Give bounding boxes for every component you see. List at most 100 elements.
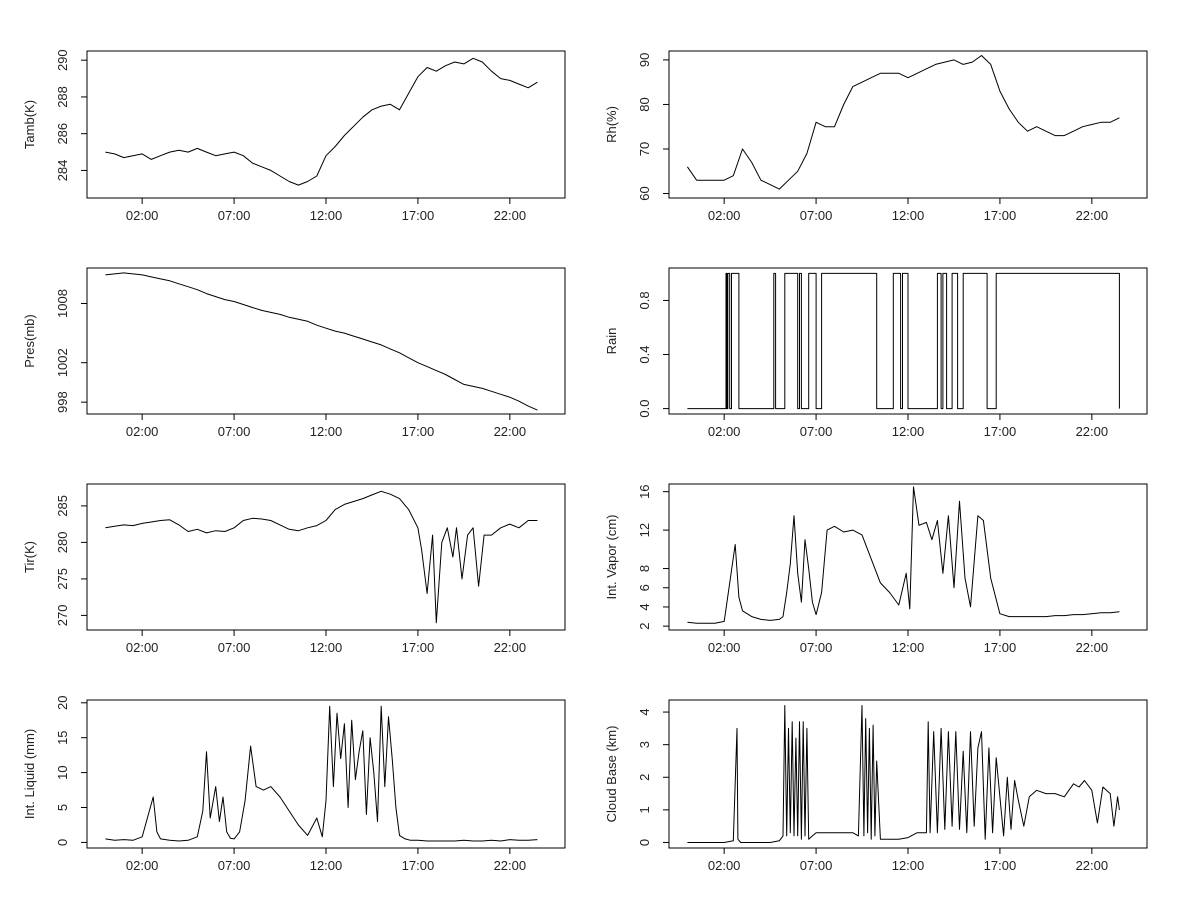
data-point <box>322 836 323 837</box>
data-point <box>861 534 862 535</box>
data-point <box>482 840 483 841</box>
data-point <box>1110 612 1111 613</box>
data-point <box>963 273 964 274</box>
data-point <box>348 807 349 808</box>
data-point <box>852 86 853 87</box>
data-point <box>399 352 400 353</box>
data-point <box>963 64 964 65</box>
y-tick-label: 284 <box>55 160 70 182</box>
data-point <box>307 835 308 836</box>
data-point <box>252 163 253 164</box>
data-point <box>421 549 422 550</box>
data-point <box>353 501 354 502</box>
data-point <box>261 166 262 167</box>
data-point <box>821 592 822 593</box>
data-point <box>792 721 793 722</box>
data-point <box>381 344 382 345</box>
y-tick-label: 0 <box>637 839 652 846</box>
data-point <box>773 273 774 274</box>
data-point <box>307 181 308 182</box>
data-point <box>335 146 336 147</box>
data-point <box>1018 800 1019 801</box>
data-point <box>977 515 978 516</box>
data-point <box>197 529 198 530</box>
data-point <box>399 498 400 499</box>
y-tick-label: 70 <box>637 142 652 156</box>
chart-panel-3: 02:00 07:00 12:00 17:00 22:00 998 1002 1008 Pres… <box>22 267 566 439</box>
data-point <box>151 159 152 160</box>
data-point <box>359 751 360 752</box>
data-point <box>537 82 538 83</box>
data-point <box>917 832 918 833</box>
data-point <box>188 840 189 841</box>
data-point <box>188 531 189 532</box>
data-point <box>298 319 299 320</box>
data-point <box>279 175 280 176</box>
y-tick-label: 998 <box>55 391 70 413</box>
data-point <box>770 184 771 185</box>
data-point <box>160 838 161 839</box>
data-point <box>1073 131 1074 132</box>
data-point <box>941 408 942 409</box>
data-point <box>898 839 899 840</box>
data-point <box>1055 793 1056 794</box>
data-point <box>957 408 958 409</box>
data-point <box>537 839 538 840</box>
data-point <box>970 606 971 607</box>
data-point <box>222 796 223 797</box>
data-point <box>329 706 330 707</box>
data-point <box>907 77 908 78</box>
data-point <box>992 832 993 833</box>
data-point <box>436 840 437 841</box>
data-point <box>509 524 510 525</box>
data-point <box>918 525 919 526</box>
data-point <box>509 397 510 398</box>
data-point <box>417 840 418 841</box>
data-point <box>377 821 378 822</box>
data-point <box>298 185 299 186</box>
data-point <box>123 839 124 840</box>
data-point <box>724 842 725 843</box>
data-point <box>178 283 179 284</box>
data-point <box>786 835 787 836</box>
data-point <box>445 374 446 375</box>
data-point <box>696 623 697 624</box>
data-point <box>788 180 789 181</box>
data-point <box>362 730 363 731</box>
data-point <box>816 408 817 409</box>
series-line <box>105 57 538 186</box>
data-point <box>279 796 280 797</box>
data-point <box>893 273 894 274</box>
data-point <box>821 273 822 274</box>
data-point <box>797 408 798 409</box>
series-line <box>687 486 1120 624</box>
data-point <box>735 544 736 545</box>
data-point <box>188 286 189 287</box>
data-point <box>804 835 805 836</box>
data-point <box>105 274 106 275</box>
data-point <box>243 520 244 521</box>
data-point <box>445 65 446 66</box>
data-point <box>880 73 881 74</box>
data-point <box>981 731 982 732</box>
data-point <box>808 839 809 840</box>
data-point <box>307 527 308 528</box>
data-point <box>447 527 448 528</box>
data-point <box>876 760 877 761</box>
data-point <box>206 751 207 752</box>
data-point <box>151 521 152 522</box>
data-point <box>371 341 372 342</box>
panels-group: 02:00 07:00 12:00 17:00 22:00284286288290Tam… <box>22 49 1148 873</box>
data-point <box>234 527 235 528</box>
data-point <box>1018 122 1019 123</box>
data-point <box>537 520 538 521</box>
x-tick-label: 02:00 <box>126 208 159 223</box>
data-point <box>381 491 382 492</box>
data-point <box>889 592 890 593</box>
data-point <box>381 706 382 707</box>
data-point <box>727 273 728 274</box>
data-point <box>1113 826 1114 827</box>
data-point <box>160 155 161 156</box>
data-point <box>902 273 903 274</box>
data-point <box>784 705 785 706</box>
